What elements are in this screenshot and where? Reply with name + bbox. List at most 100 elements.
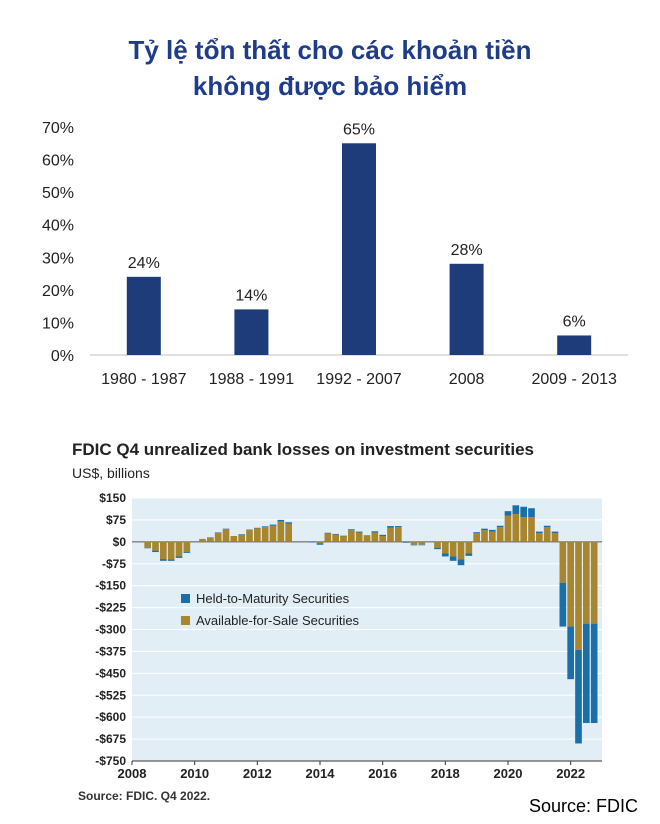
- bar-afs: [473, 533, 480, 542]
- bar-afs: [395, 527, 402, 542]
- bar-afs: [449, 541, 457, 557]
- data-label: 6%: [563, 313, 586, 330]
- bar-afs: [551, 533, 559, 542]
- bar-afs: [246, 530, 253, 542]
- legend-label-afs: Available-for-Sale Securities: [196, 613, 360, 628]
- bar-afs: [332, 534, 339, 542]
- bar-htm: [308, 541, 316, 543]
- bar-htm: [363, 535, 371, 536]
- bar-htm: [277, 519, 285, 522]
- fdic-unrealized-losses-chart: FDIC Q4 unrealized bank losses on invest…: [72, 440, 602, 781]
- bar-afs: [277, 521, 285, 542]
- bar-htm: [246, 529, 253, 531]
- bar-htm: [410, 544, 418, 546]
- bar-afs: [340, 535, 347, 542]
- bar-htm: [261, 526, 269, 528]
- y-tick-label: 10%: [42, 315, 74, 332]
- y-tick-label: -$225: [95, 601, 126, 615]
- bar: [234, 309, 269, 355]
- bar-htm: [449, 556, 457, 561]
- bar-afs: [442, 541, 449, 554]
- y-tick-label: -$525: [95, 688, 126, 702]
- chart2-source: Source: FDIC. Q4 2022.: [78, 789, 211, 803]
- chart2-title: FDIC Q4 unrealized bank losses on invest…: [72, 440, 534, 459]
- bar-afs: [520, 516, 527, 542]
- bar-htm: [332, 533, 339, 535]
- bar-afs: [379, 535, 386, 542]
- x-tick-label: 2014: [306, 766, 336, 781]
- bar-htm: [183, 552, 191, 553]
- bar-afs: [481, 530, 488, 542]
- x-tick-label: 2008: [118, 766, 147, 781]
- bar-afs: [363, 535, 371, 542]
- bar-afs: [528, 516, 535, 542]
- bar-htm: [285, 522, 292, 524]
- bar-htm: [340, 535, 347, 537]
- bar-htm: [324, 532, 332, 534]
- bar-htm: [567, 626, 574, 680]
- bar-htm: [442, 553, 449, 557]
- x-tick-label: 2010: [180, 766, 209, 781]
- bar-htm: [575, 649, 582, 744]
- bar-htm: [395, 526, 402, 528]
- x-tick-label: 2008: [449, 371, 485, 388]
- chart2-subtitle: US$, billions: [72, 465, 150, 481]
- y-tick-label: -$375: [95, 644, 126, 658]
- y-tick-label: -$450: [95, 666, 126, 680]
- bar: [126, 276, 161, 355]
- bar: [449, 263, 484, 355]
- bar-afs: [434, 541, 441, 548]
- bar-afs: [316, 541, 324, 544]
- x-tick-label: 2012: [243, 766, 272, 781]
- bar-afs: [355, 532, 363, 542]
- y-tick-label: -$150: [95, 579, 126, 593]
- bar-afs: [230, 535, 238, 542]
- y-tick-label: -$75: [102, 557, 126, 571]
- bar-afs: [207, 537, 214, 542]
- y-tick-label: -$675: [95, 732, 126, 746]
- bar-afs: [559, 541, 567, 583]
- bar-afs: [152, 541, 159, 551]
- bar-afs: [371, 532, 379, 542]
- bar-htm: [144, 547, 151, 549]
- bar-afs: [285, 523, 292, 542]
- bar-htm: [489, 529, 496, 532]
- bar-htm: [583, 623, 590, 724]
- bar-afs: [222, 529, 230, 542]
- legend-label-htm: Held-to-Maturity Securities: [196, 591, 350, 606]
- bar-htm: [316, 543, 324, 545]
- y-tick-label: 60%: [42, 153, 74, 170]
- bar-htm: [214, 532, 222, 534]
- bar-afs: [214, 533, 222, 542]
- y-tick-label: 20%: [42, 283, 74, 300]
- bar-htm: [457, 559, 465, 566]
- bar-htm: [222, 528, 230, 530]
- x-tick-label: 2020: [494, 766, 523, 781]
- y-tick-label: 40%: [42, 218, 74, 235]
- y-tick-label: 70%: [42, 120, 74, 137]
- bar-afs: [175, 541, 183, 557]
- bar-afs: [543, 527, 551, 542]
- bar-htm: [520, 506, 527, 517]
- bar: [342, 143, 376, 355]
- y-tick-label: $75: [106, 513, 126, 527]
- bar-htm: [504, 511, 512, 516]
- bar-afs: [269, 525, 277, 542]
- bar-htm: [590, 623, 598, 724]
- bar-htm: [536, 531, 543, 534]
- y-tick-label: $0: [113, 535, 127, 549]
- y-tick-label: -$750: [95, 754, 126, 768]
- chart-title: Tỷ lệ tổn thất cho các khoản tiền không …: [0, 32, 660, 104]
- bar-htm: [481, 528, 488, 531]
- bar-afs: [418, 541, 426, 545]
- bar-afs: [261, 527, 269, 542]
- bar-afs: [465, 541, 473, 554]
- bar-afs: [254, 528, 261, 542]
- bar-htm: [543, 525, 551, 528]
- y-tick-label: $150: [99, 491, 126, 505]
- bar-afs: [512, 514, 520, 542]
- data-label: 24%: [128, 255, 160, 272]
- bar: [557, 335, 592, 355]
- legend-swatch-htm: [181, 594, 190, 603]
- bar-afs: [567, 541, 574, 627]
